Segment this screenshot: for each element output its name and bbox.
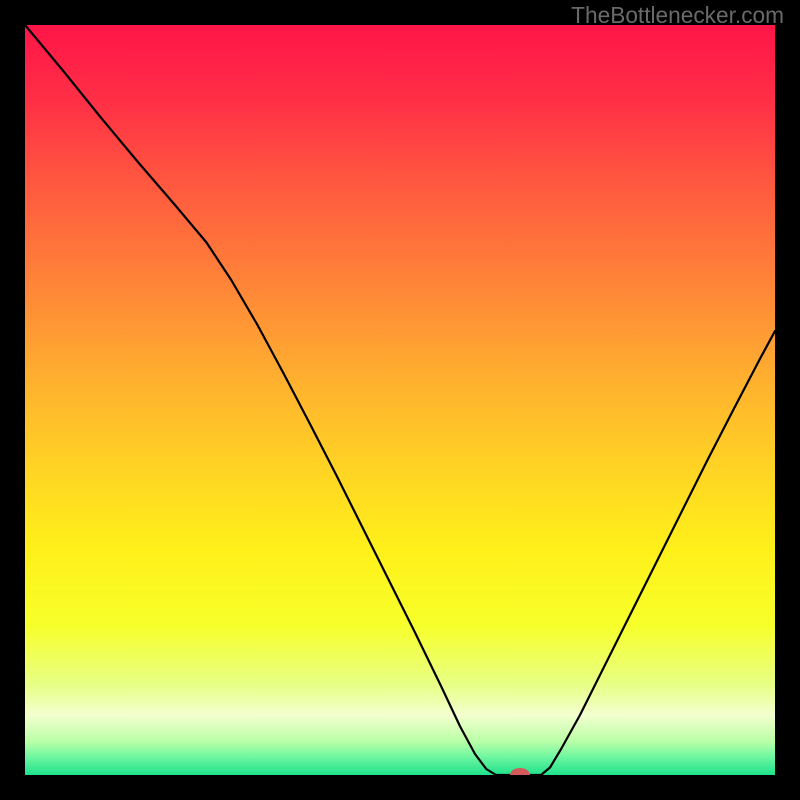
stage: TheBottlenecker.com	[0, 0, 800, 800]
gradient-rect	[25, 25, 775, 775]
watermark-text: TheBottlenecker.com	[571, 2, 784, 29]
plot-area	[25, 25, 775, 775]
